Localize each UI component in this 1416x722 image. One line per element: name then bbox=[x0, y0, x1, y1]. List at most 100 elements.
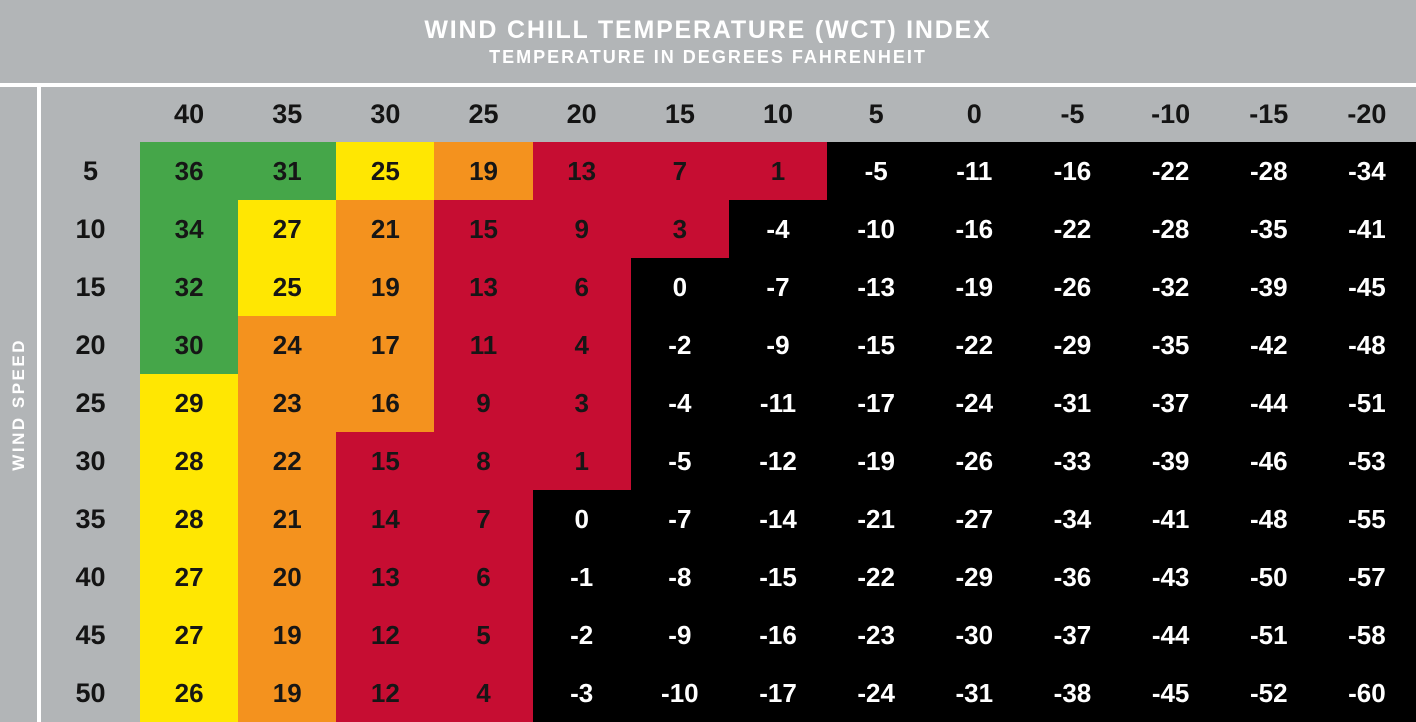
chart-title: WIND CHILL TEMPERATURE (WCT) INDEX bbox=[424, 15, 992, 44]
wind-speed-row-label: 40 bbox=[75, 561, 106, 592]
wct-value-cell: -9 bbox=[630, 606, 729, 664]
wct-value-cell: 23 bbox=[238, 374, 337, 432]
wct-value-cell: -5 bbox=[630, 432, 729, 490]
wct-value-cell: -10 bbox=[630, 664, 729, 722]
wct-value-cell: -21 bbox=[827, 490, 926, 548]
temperature-header-cell: 20 bbox=[566, 99, 597, 129]
wct-value-cell: -26 bbox=[925, 432, 1024, 490]
temperature-header-cell: 5 bbox=[868, 99, 884, 129]
wct-value-cell: 19 bbox=[238, 606, 337, 664]
temperature-header-cell: 15 bbox=[664, 99, 695, 129]
wct-value-cell: 27 bbox=[140, 606, 239, 664]
wct-value-cell: -4 bbox=[728, 200, 828, 258]
wct-value-cell: 32 bbox=[140, 258, 239, 316]
wct-value-cell: -57 bbox=[1317, 548, 1416, 606]
wind-speed-row-label: 20 bbox=[75, 329, 106, 360]
wct-value-cell: -50 bbox=[1219, 548, 1318, 606]
wct-value-cell: -22 bbox=[1023, 200, 1122, 258]
wct-value-cell: 24 bbox=[238, 316, 337, 374]
wct-value-cell: -15 bbox=[728, 548, 828, 606]
wct-value-cell: -7 bbox=[728, 258, 828, 316]
wct-value-cell: 11 bbox=[434, 316, 533, 374]
wct-value-cell: -34 bbox=[1023, 490, 1122, 548]
wct-value-cell: -55 bbox=[1317, 490, 1416, 548]
wct-value-cell: -2 bbox=[532, 606, 631, 664]
wind-speed-row-label: 10 bbox=[75, 213, 106, 244]
wct-value-cell: -2 bbox=[630, 316, 729, 374]
wct-value-cell: 25 bbox=[238, 258, 337, 316]
wct-value-cell: 31 bbox=[238, 142, 337, 200]
temperature-header-cell: 25 bbox=[468, 99, 499, 129]
wct-value-cell: -1 bbox=[532, 548, 631, 606]
wind-speed-axis: WIND SPEED bbox=[0, 87, 37, 722]
wct-value-cell: -36 bbox=[1023, 548, 1122, 606]
temperature-header-cell: -20 bbox=[1347, 99, 1387, 129]
wct-value-cell: -48 bbox=[1317, 316, 1416, 374]
wind-speed-row-label: 35 bbox=[75, 503, 106, 534]
wct-value-cell: 4 bbox=[434, 664, 533, 722]
wct-value-cell: -28 bbox=[1219, 142, 1318, 200]
wind-speed-row-label: 15 bbox=[75, 271, 106, 302]
temperature-header-cell: 35 bbox=[272, 99, 303, 129]
wct-value-cell: 7 bbox=[630, 142, 729, 200]
wct-value-cell: -44 bbox=[1121, 606, 1220, 664]
chart-subtitle: TEMPERATURE IN DEGREES FAHRENHEIT bbox=[489, 46, 927, 67]
wct-value-cell: 3 bbox=[630, 200, 729, 258]
wct-value-cell: 7 bbox=[434, 490, 533, 548]
wct-value-cell: -42 bbox=[1219, 316, 1318, 374]
temperature-header-cell: -5 bbox=[1060, 99, 1085, 129]
wct-value-cell: -48 bbox=[1219, 490, 1318, 548]
wct-value-cell: 0 bbox=[532, 490, 631, 548]
wct-value-cell: -16 bbox=[1023, 142, 1122, 200]
wct-value-cell: -30 bbox=[925, 606, 1024, 664]
wct-value-cell: -7 bbox=[630, 490, 729, 548]
wct-value-cell: 12 bbox=[336, 606, 435, 664]
wct-value-cell: -17 bbox=[728, 664, 828, 722]
wct-value-cell: -31 bbox=[925, 664, 1024, 722]
wct-value-cell: -19 bbox=[925, 258, 1024, 316]
wct-value-cell: -45 bbox=[1317, 258, 1416, 316]
wct-value-cell: -22 bbox=[1121, 142, 1220, 200]
wct-value-cell: -9 bbox=[728, 316, 828, 374]
axis-divider bbox=[37, 87, 41, 722]
wct-value-cell: 20 bbox=[238, 548, 337, 606]
wct-value-cell: 12 bbox=[336, 664, 435, 722]
wct-value-cell: -22 bbox=[827, 548, 926, 606]
wct-value-cell: -3 bbox=[532, 664, 631, 722]
temperature-header-cell: -10 bbox=[1151, 99, 1191, 129]
wct-value-cell: -43 bbox=[1121, 548, 1220, 606]
wct-value-cell: -34 bbox=[1317, 142, 1416, 200]
wind-speed-row-label: 5 bbox=[82, 155, 99, 186]
wct-value-cell: 19 bbox=[336, 258, 435, 316]
temperature-header-cell: 0 bbox=[966, 99, 982, 129]
wct-value-cell: -39 bbox=[1219, 258, 1318, 316]
wct-value-cell: -53 bbox=[1317, 432, 1416, 490]
wct-value-cell: -46 bbox=[1219, 432, 1318, 490]
wct-value-cell: -41 bbox=[1317, 200, 1416, 258]
wct-value-cell: -14 bbox=[728, 490, 828, 548]
wct-value-cell: -12 bbox=[728, 432, 828, 490]
wct-value-cell: 26 bbox=[140, 664, 239, 722]
wct-value-cell: 6 bbox=[434, 548, 533, 606]
wct-value-cell: -27 bbox=[925, 490, 1024, 548]
wct-value-cell: 8 bbox=[434, 432, 533, 490]
wct-value-cell: -26 bbox=[1023, 258, 1122, 316]
wct-value-cell: -45 bbox=[1121, 664, 1220, 722]
wct-value-cell: 28 bbox=[140, 490, 239, 548]
wct-value-cell: -33 bbox=[1023, 432, 1122, 490]
wct-value-cell: 21 bbox=[336, 200, 435, 258]
wct-value-cell: -5 bbox=[827, 142, 926, 200]
wct-value-cell: 29 bbox=[140, 374, 239, 432]
wct-value-cell: 16 bbox=[336, 374, 435, 432]
wct-value-cell: 14 bbox=[336, 490, 435, 548]
wct-value-cell: -16 bbox=[925, 200, 1024, 258]
wct-value-cell: -35 bbox=[1121, 316, 1220, 374]
wct-value-cell: -15 bbox=[827, 316, 926, 374]
wct-value-cell: -58 bbox=[1317, 606, 1416, 664]
wct-value-cell: -24 bbox=[925, 374, 1024, 432]
wct-value-cell: -41 bbox=[1121, 490, 1220, 548]
wct-value-cell: 27 bbox=[238, 200, 337, 258]
wct-value-cell: 19 bbox=[238, 664, 337, 722]
header-divider bbox=[0, 83, 1416, 87]
wct-value-cell: -10 bbox=[827, 200, 926, 258]
